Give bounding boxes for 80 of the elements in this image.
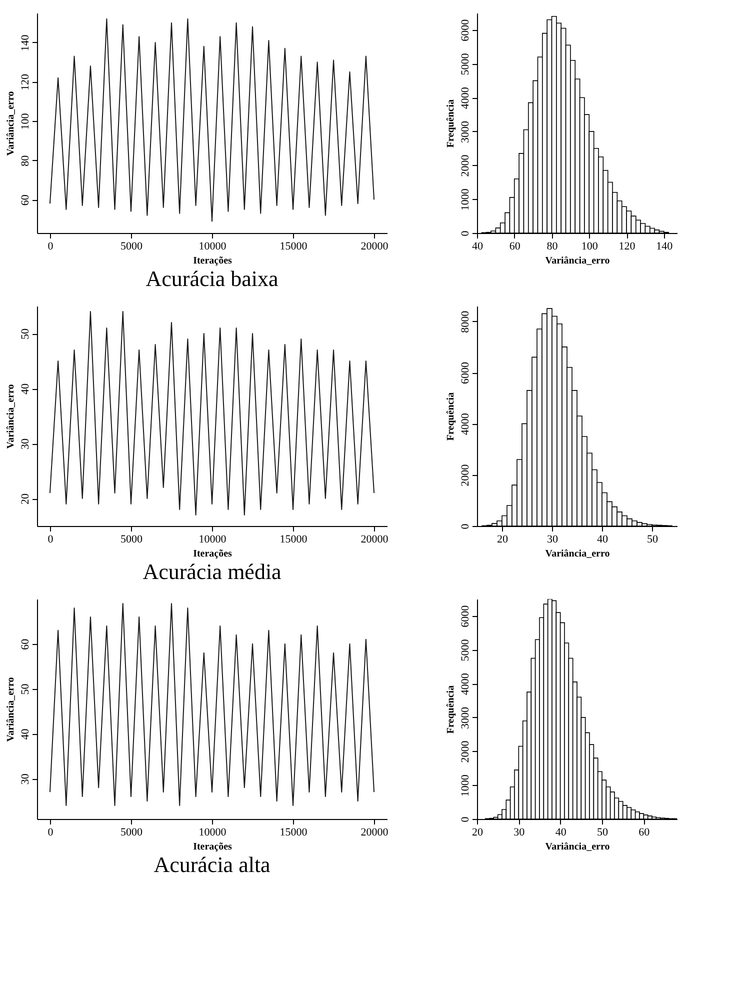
x-tick-label: 5000 [120,826,143,838]
x-tick-label: 40 [472,240,484,252]
y-tick-label: 6000 [460,604,472,628]
y-tick-label: 4000 [460,672,472,696]
x-tick-label: 30 [514,826,526,838]
x-tick-label: 50 [647,534,658,546]
y-tick-label: 2000 [460,740,472,763]
x-tick-label: 5000 [120,240,143,252]
y-tick-label: 3000 [460,120,472,143]
y-tick-label: 60 [20,638,32,650]
y-tick-label: 120 [20,74,32,90]
x-tick-label: 100 [581,240,598,252]
y-tick-label: 30 [20,438,32,450]
x-tick-label: 10000 [198,534,227,546]
x-tick-label: 20000 [360,534,389,546]
x-tick-label: 0 [48,240,54,252]
y-tick-label: 60 [20,194,32,206]
x-tick-label: 60 [638,826,650,838]
x-axis-title: Variância_erro [545,256,610,266]
x-tick-label: 0 [48,534,54,546]
x-axis-title: Iterações [193,256,232,266]
y-tick-label: 80 [20,154,32,166]
x-tick-label: 30 [547,534,558,546]
text: Acurácia média [142,559,282,584]
y-tick-label: 140 [20,34,32,52]
y-tick-label: 6000 [460,362,472,384]
x-tick-label: 60 [509,240,521,252]
y-tick-label: 8000 [460,310,472,333]
y-tick-label: 40 [20,383,32,394]
x-tick-label: 50 [597,826,608,838]
y-tick-label: 4000 [460,412,472,436]
y-tick-label: 1000 [460,188,472,211]
x-tick-label: 20000 [360,826,389,838]
y-tick-label: 0 [460,523,472,530]
y-tick-label: 100 [20,112,32,130]
x-tick-label: 5000 [120,534,143,546]
x-tick-label: 10000 [198,826,227,838]
x-tick-label: 15000 [280,240,308,252]
x-tick-label: 120 [618,240,636,252]
text: Acurácia baixa [146,266,278,291]
y-tick-label: 2000 [460,464,472,486]
x-tick-label: 20000 [360,240,389,252]
y-axis-title: Variância_erro [6,384,16,449]
x-tick-label: 10000 [198,240,227,252]
y-tick-label: 5000 [460,638,472,662]
x-tick-label: 40 [597,534,608,546]
y-tick-label: 3000 [460,706,472,729]
x-tick-label: 0 [48,826,54,838]
x-tick-label: 40 [555,826,567,838]
y-tick-label: 50 [20,328,32,340]
y-axis-title: Variância_erro [6,91,16,156]
x-axis-title: Iterações [193,548,232,560]
y-axis-title: Frequência [446,99,456,148]
x-tick-label: 20 [472,826,484,838]
x-tick-label: 140 [656,240,674,252]
x-axis-title: Iterações [193,842,232,852]
y-tick-label: 4000 [460,86,472,110]
text: Acurácia alta [154,852,271,877]
y-tick-label: 50 [20,683,32,695]
y-tick-label: 5000 [460,52,472,76]
y-tick-label: 6000 [460,18,472,42]
y-tick-label: 40 [20,728,32,740]
x-tick-label: 15000 [280,534,308,546]
y-axis-title: Frequência [446,685,456,734]
line-series [49,18,375,222]
y-tick-label: 30 [20,773,32,785]
x-tick-label: 20 [497,534,508,546]
line-series [49,602,375,806]
y-tick-label: 2000 [460,154,472,177]
x-axis-title: Variância_erro [545,842,610,852]
x-tick-label: 80 [546,240,558,252]
y-tick-label: 0 [460,230,472,236]
x-tick-label: 15000 [280,826,308,838]
y-axis-title: Variância_erro [6,677,16,742]
line-series [49,311,375,516]
y-axis-title: Frequência [446,392,456,441]
y-tick-label: 0 [460,816,472,822]
y-tick-label: 1000 [460,774,472,797]
y-tick-label: 20 [20,493,32,504]
x-axis-title: Variância_erro [545,548,610,560]
